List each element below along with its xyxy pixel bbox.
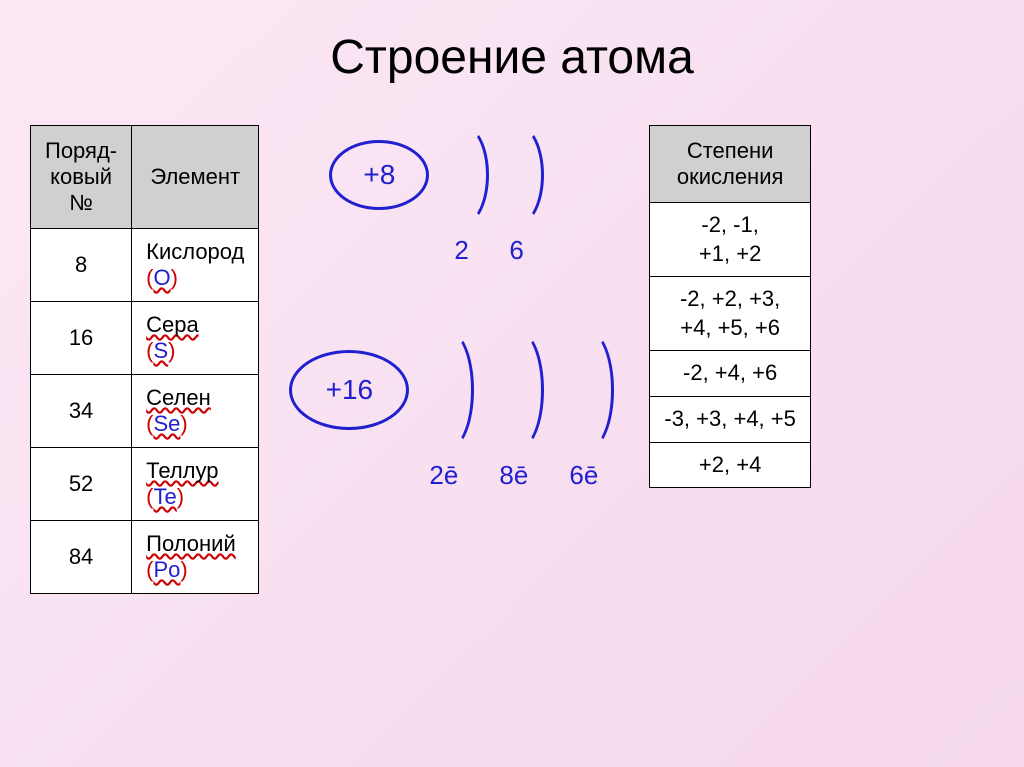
- element-symbol: Po: [153, 557, 180, 582]
- atomic-number: 52: [31, 448, 132, 521]
- right-header: Степени окисления: [650, 126, 810, 203]
- electron-shell: [424, 330, 474, 450]
- table-row: 34Селен(Se): [31, 375, 259, 448]
- nucleus: +8: [329, 140, 429, 210]
- element-name: Полоний: [146, 531, 236, 556]
- right-table: Степени окисления -2, -1, +1, +2-2, +2, …: [649, 125, 810, 488]
- table-row: -2, +2, +3, +4, +5, +6: [650, 277, 810, 351]
- left-header-num: Поряд- ковый №: [31, 126, 132, 229]
- atom-diagram: +8 2 6 +16 2ē 8ē 6ē: [269, 125, 639, 585]
- element-name: Кислород: [146, 239, 244, 264]
- element-symbol: S: [153, 338, 168, 363]
- element-cell: Селен(Se): [132, 375, 259, 448]
- table-row: 52Теллур(Te): [31, 448, 259, 521]
- element-cell: Сера(S): [132, 302, 259, 375]
- shell-label: 2ē: [429, 460, 458, 491]
- oxidation-states: -2, +2, +3, +4, +5, +6: [650, 277, 810, 351]
- element-name: Теллур: [146, 458, 218, 483]
- shell-label: 6: [509, 235, 523, 266]
- electron-shell: [564, 330, 614, 450]
- electron-shell: [439, 125, 489, 225]
- table-row: 8Кислород(O): [31, 229, 259, 302]
- element-cell: Полоний(Po): [132, 521, 259, 594]
- table-row: 84Полоний(Po): [31, 521, 259, 594]
- nucleus: +16: [289, 350, 409, 430]
- element-symbol: O: [153, 265, 170, 290]
- left-header-elem: Элемент: [132, 126, 259, 229]
- element-name: Сера: [146, 312, 199, 337]
- atomic-number: 8: [31, 229, 132, 302]
- left-table: Поряд- ковый № Элемент 8Кислород(O)16Сер…: [30, 125, 259, 594]
- page-title: Строение атома: [0, 0, 1024, 85]
- atomic-number: 84: [31, 521, 132, 594]
- element-cell: Теллур(Te): [132, 448, 259, 521]
- shell-label: 2: [454, 235, 468, 266]
- table-row: -2, +4, +6: [650, 351, 810, 397]
- table-row: -3, +3, +4, +5: [650, 396, 810, 442]
- oxidation-states: +2, +4: [650, 442, 810, 488]
- element-symbol: Te: [153, 484, 176, 509]
- shell-label: 8ē: [499, 460, 528, 491]
- electron-shell: [494, 125, 544, 225]
- element-cell: Кислород(O): [132, 229, 259, 302]
- atomic-number: 16: [31, 302, 132, 375]
- oxidation-states: -2, -1, +1, +2: [650, 203, 810, 277]
- table-row: -2, -1, +1, +2: [650, 203, 810, 277]
- content-row: Поряд- ковый № Элемент 8Кислород(O)16Сер…: [0, 85, 1024, 594]
- table-row: +2, +4: [650, 442, 810, 488]
- element-symbol: Se: [153, 411, 180, 436]
- oxidation-states: -3, +3, +4, +5: [650, 396, 810, 442]
- oxidation-states: -2, +4, +6: [650, 351, 810, 397]
- element-name: Селен: [146, 385, 211, 410]
- atomic-number: 34: [31, 375, 132, 448]
- table-row: 16Сера(S): [31, 302, 259, 375]
- shell-label: 6ē: [569, 460, 598, 491]
- electron-shell: [494, 330, 544, 450]
